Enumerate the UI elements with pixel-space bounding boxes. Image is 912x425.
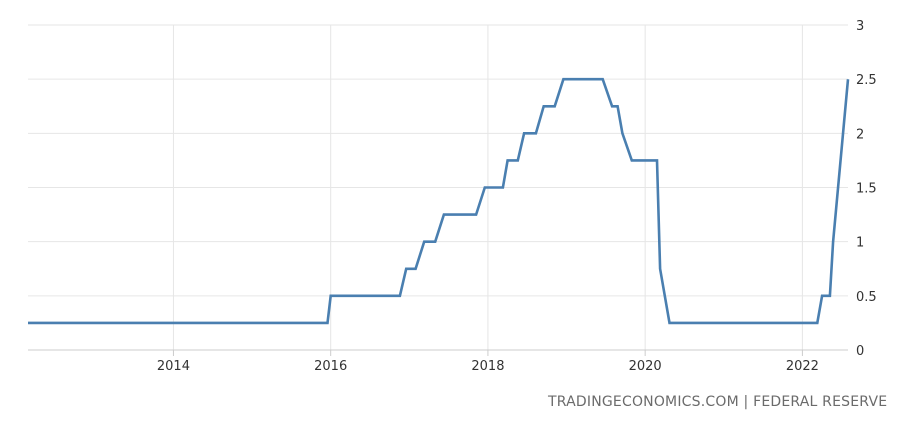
x-tick-label: 2014 <box>157 359 190 374</box>
x-tick-label: 2022 <box>786 359 819 374</box>
y-tick-label: 1.5 <box>856 182 877 197</box>
y-tick-label: 1 <box>856 236 864 251</box>
y-tick-label: 2 <box>856 127 864 142</box>
y-tick-label: 0 <box>856 344 864 359</box>
x-tick-label: 2018 <box>471 359 504 374</box>
x-tick-label: 2020 <box>629 359 662 374</box>
y-tick-label: 2.5 <box>856 73 877 88</box>
source-credit: TRADINGECONOMICS.COM | FEDERAL RESERVE <box>548 394 888 410</box>
x-tick-label: 2016 <box>314 359 347 374</box>
y-tick-label: 3 <box>856 19 864 34</box>
y-tick-label: 0.5 <box>856 290 877 305</box>
series-line <box>28 77 850 325</box>
